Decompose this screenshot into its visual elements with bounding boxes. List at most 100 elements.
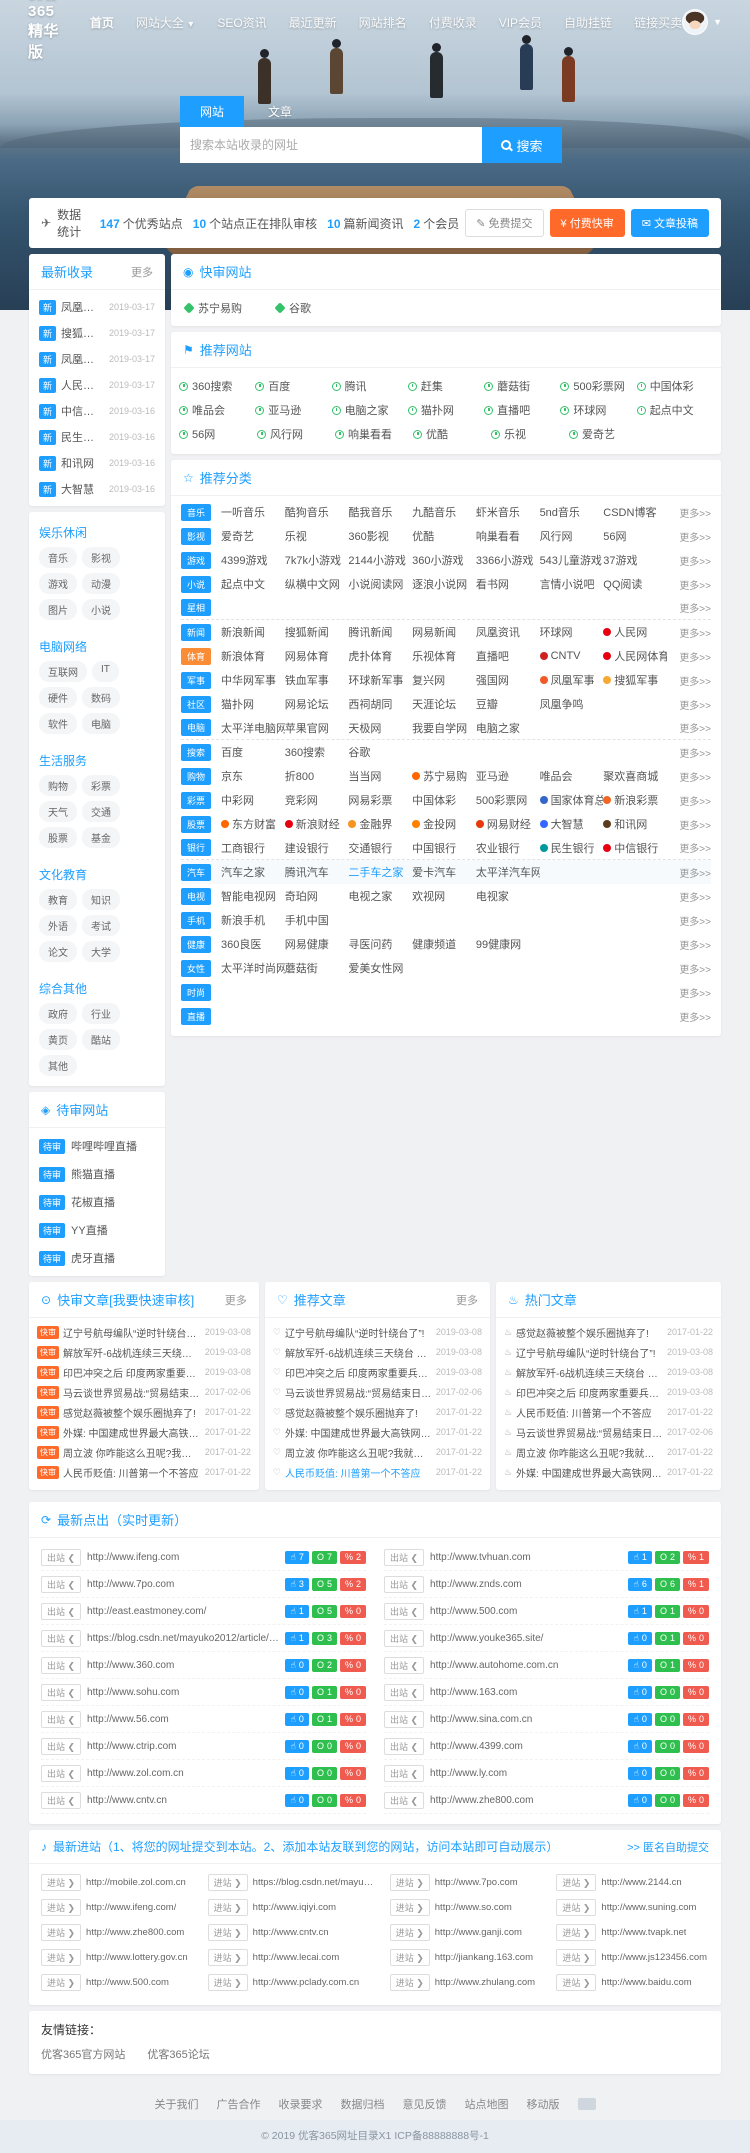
category-link[interactable]: 太平洋汽车网 [476, 864, 540, 880]
category-link[interactable]: 7k7k小游戏 [285, 552, 349, 568]
site-url[interactable]: http://www.360.com [87, 1659, 175, 1671]
latest-site-item[interactable]: 新和讯网 2019-03-16 [29, 450, 165, 476]
site-url[interactable]: http://www.zol.com.cn [87, 1767, 184, 1779]
site-logo[interactable]: 优客365精华版 [28, 0, 60, 61]
more-link[interactable]: 更多>> [679, 724, 711, 735]
category-link[interactable]: 小说阅读网 [348, 576, 412, 592]
recommended-site[interactable]: 起点中文 [636, 402, 713, 418]
category-link[interactable]: 工商银行 [221, 840, 285, 856]
article-item[interactable]: ♡ 人民币贬值: 川普第一个不答应 2017-01-22 [273, 1462, 482, 1482]
site-url[interactable]: http://www.ly.com [430, 1767, 508, 1779]
category-link[interactable]: 二手车之家 [348, 864, 412, 880]
category-link[interactable]: 国家体育总局 [539, 792, 603, 808]
site-url[interactable]: http://www.zhulang.com [434, 1977, 536, 1988]
category-link[interactable]: 2144小游戏 [348, 552, 412, 568]
more-link[interactable]: 更多>> [679, 604, 711, 615]
more-link[interactable]: 更多>> [679, 628, 711, 640]
out-badge[interactable]: 出站 ❮ [384, 1629, 425, 1647]
article-item[interactable]: ♨ 人民币贬值: 川普第一个不答应 2017-01-22 [504, 1402, 713, 1422]
recommended-site[interactable]: 亚马逊 [255, 402, 331, 418]
category-link[interactable]: 天极网 [348, 720, 412, 736]
out-badge[interactable]: 出站 ❮ [41, 1629, 82, 1647]
category-link[interactable]: 起点中文 [221, 576, 285, 592]
category-badge[interactable]: 彩票 [181, 791, 211, 809]
more-link[interactable]: 更多>> [679, 556, 711, 568]
recommended-site[interactable]: 乐视 [491, 426, 569, 442]
tag-教育[interactable]: 教育 [39, 889, 77, 910]
site-url[interactable]: http://www.js123456.com [601, 1952, 708, 1963]
category-link[interactable]: 4399游戏 [221, 552, 285, 568]
article-item[interactable]: ♡ 马云谈世界贸易战:“贸易结束日 战争开2017-02-06 [273, 1382, 482, 1402]
category-link[interactable]: 聚欢喜商城 [603, 768, 667, 784]
nav-item[interactable]: 网站大全 ▼ [135, 15, 196, 30]
tag-论文[interactable]: 论文 [39, 941, 77, 962]
out-badge[interactable]: 出站 ❮ [41, 1656, 82, 1674]
recommended-site[interactable]: 环球网 [560, 402, 636, 418]
article-item[interactable]: ♨ 印巴冲突之后 印度两家重要兵工厂却 2019-03-08 [504, 1382, 713, 1402]
category-link[interactable]: 电视之家 [348, 888, 412, 904]
site-url[interactable]: http://www.youke365.site/ [430, 1632, 544, 1644]
category-link[interactable]: 金融界 [348, 816, 412, 832]
user-avatar[interactable] [682, 9, 709, 35]
site-url[interactable]: http://www.znds.com [430, 1578, 522, 1590]
more-link[interactable]: 更多>> [679, 772, 711, 784]
more-link[interactable]: 更多>> [679, 940, 711, 952]
category-link[interactable]: 风行网 [540, 528, 604, 544]
category-badge[interactable]: 健康 [181, 935, 211, 953]
recommended-site[interactable]: 直播吧 [484, 402, 560, 418]
category-link[interactable]: 网易财经 [475, 816, 540, 832]
category-link[interactable]: 新浪体育 [221, 648, 285, 664]
category-link[interactable]: 欢视网 [412, 888, 476, 904]
site-url[interactable]: http://www.suning.com [601, 1902, 697, 1913]
site-url[interactable]: http://jiankang.163.com [434, 1952, 533, 1963]
in-badge[interactable]: 进站 ❯ [207, 1874, 248, 1891]
category-link[interactable]: 凤凰争鸣 [540, 696, 604, 712]
category-link[interactable]: 农业银行 [476, 840, 540, 856]
category-badge[interactable]: 新闻 [181, 623, 211, 641]
site-url[interactable]: http://www.ganji.com [434, 1927, 522, 1938]
category-link[interactable]: 折800 [285, 768, 349, 784]
in-badge[interactable]: 进站 ❯ [41, 1974, 82, 1991]
article-item[interactable]: ♨马云谈世界贸易战:“贸易结束日 战争开2017-02-06 [504, 1422, 713, 1442]
out-badge[interactable]: 出站 ❮ [41, 1575, 82, 1593]
site-url[interactable]: http://www.so.com [434, 1902, 512, 1913]
site-url[interactable]: http://www.tvhuan.com [430, 1551, 531, 1563]
search-tab-文章[interactable]: 文章 [268, 105, 293, 119]
more-link[interactable]: 更多>> [679, 796, 711, 808]
category-badge[interactable]: 体育 [181, 647, 211, 665]
more-link[interactable]: 更多>> [679, 964, 711, 976]
category-link[interactable]: 我要自学网 [412, 720, 476, 736]
article-item[interactable]: ♨ 外媒: 中国建成世界最大高铁网 高铁 2017-01-22 [504, 1462, 713, 1482]
category-link[interactable]: 建设银行 [285, 840, 349, 856]
category-link[interactable]: 健康频道 [412, 936, 476, 952]
latest-site-item[interactable]: 新大智慧 2019-03-16 [29, 476, 165, 502]
category-link[interactable]: 网易体育 [285, 648, 349, 664]
in-badge[interactable]: 进站 ❯ [556, 1949, 597, 1966]
site-url[interactable]: http://www.baidu.com [601, 1977, 692, 1988]
category-link[interactable]: 中华网军事 [221, 672, 285, 688]
category-link[interactable]: 太平洋电脑网 [221, 720, 285, 736]
site-url[interactable]: http://www.ifeng.com/ [86, 1902, 177, 1913]
category-link[interactable]: 交通银行 [348, 840, 412, 856]
category-link[interactable]: 东方财富 [221, 816, 285, 832]
category-link[interactable]: 当当网 [348, 768, 412, 784]
out-badge[interactable]: 出站 ❮ [384, 1764, 425, 1782]
anonymous-submit-link[interactable]: >> 匿名自助提交 [627, 1841, 709, 1854]
category-link[interactable]: 37游戏 [603, 552, 667, 568]
category-link[interactable]: 3366小游戏 [476, 552, 540, 568]
out-badge[interactable]: 出站 ❮ [41, 1602, 82, 1620]
recommended-site[interactable]: 风行网 [257, 426, 335, 442]
tag-行业[interactable]: 行业 [82, 1003, 120, 1024]
more-link[interactable]: 更多>> [679, 508, 711, 520]
site-url[interactable]: http://www.500.com [86, 1977, 169, 1988]
category-link[interactable]: 虎扑体育 [348, 648, 412, 664]
category-link[interactable]: 新浪彩票 [603, 792, 667, 808]
nav-item[interactable]: VIP会员 [498, 15, 543, 30]
category-link[interactable]: 爱美女性网 [348, 960, 412, 976]
fast-review-site[interactable]: 谷歌 [274, 300, 311, 316]
footer-link[interactable]: 数据归档 [340, 2099, 385, 2111]
category-link[interactable]: 唯品会 [540, 768, 604, 784]
pending-site-item[interactable]: 待审 虎牙直播 [29, 1244, 165, 1272]
recommended-site[interactable]: 中国体彩 [636, 378, 713, 394]
site-url[interactable]: http://www.sohu.com [87, 1686, 180, 1698]
